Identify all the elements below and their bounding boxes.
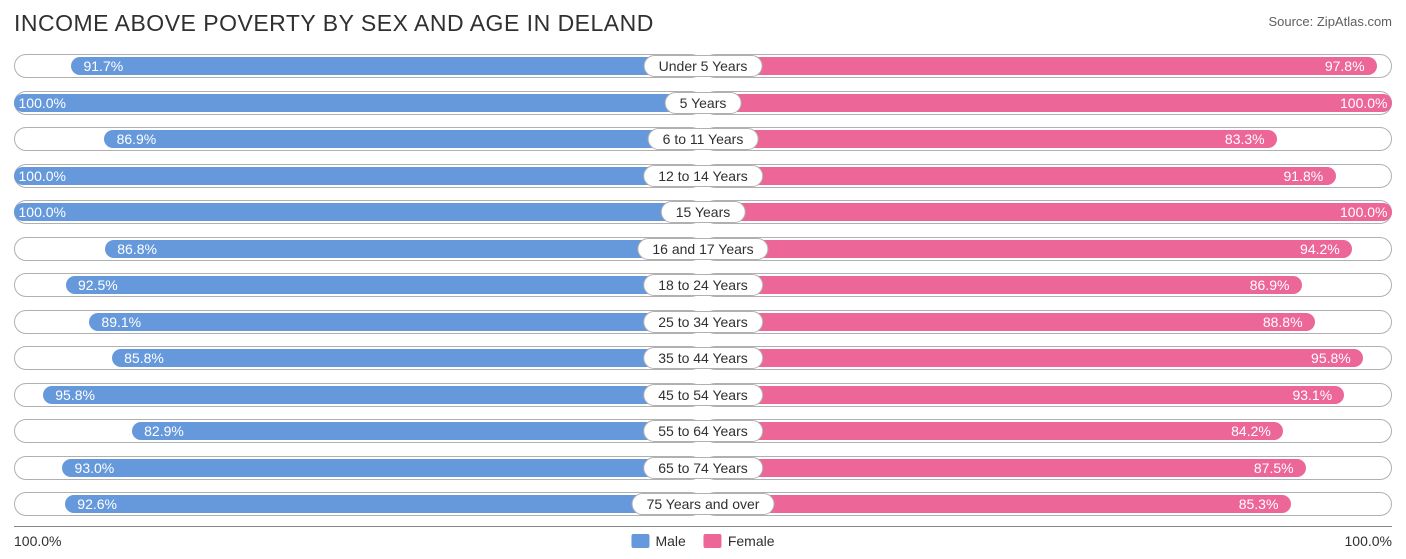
bar-value-female: 87.5%: [1254, 460, 1294, 476]
bar-fill-male: [71, 57, 703, 75]
bar-fill-female: [703, 495, 1291, 513]
bar-fill-male: [104, 130, 703, 148]
bar-row: 86.8% 94.2% 16 and 17 Years: [14, 234, 1392, 264]
bar-fill-male: [132, 422, 703, 440]
bar-value-male: 100.0%: [19, 168, 66, 184]
bar-fill-female: [703, 94, 1392, 112]
bar-value-male: 86.8%: [117, 241, 157, 257]
bar-value-female: 83.3%: [1225, 131, 1265, 147]
bar-row: 95.8% 93.1% 45 to 54 Years: [14, 380, 1392, 410]
bar-value-male: 86.9%: [117, 131, 157, 147]
bar-value-female: 97.8%: [1325, 58, 1365, 74]
chart-rows: 91.7% 97.8% Under 5 Years 100.0% 100.0% 5 Yea…: [14, 51, 1392, 519]
bar-value-female: 85.3%: [1239, 496, 1279, 512]
bar-value-female: 91.8%: [1284, 168, 1324, 184]
chart-title: INCOME ABOVE POVERTY BY SEX AND AGE IN D…: [14, 10, 654, 37]
chart-container: INCOME ABOVE POVERTY BY SEX AND AGE IN D…: [0, 0, 1406, 559]
bar-value-male: 95.8%: [55, 387, 95, 403]
bar-row: 89.1% 88.8% 25 to 34 Years: [14, 307, 1392, 337]
chart-source: Source: ZipAtlas.com: [1268, 10, 1392, 29]
bar-fill-male: [112, 349, 703, 367]
bar-value-male: 100.0%: [19, 204, 66, 220]
bar-value-female: 84.2%: [1231, 423, 1271, 439]
legend-swatch: [631, 534, 649, 548]
bar-fill-female: [703, 386, 1344, 404]
bar-fill-female: [703, 167, 1336, 185]
bar-row: 86.9% 83.3% 6 to 11 Years: [14, 124, 1392, 154]
legend-swatch: [704, 534, 722, 548]
bar-row: 92.6% 85.3% 75 Years and over: [14, 489, 1392, 519]
bar-fill-female: [703, 130, 1277, 148]
bar-value-male: 85.8%: [124, 350, 164, 366]
chart-axis: 100.0% Male Female 100.0%: [14, 526, 1392, 554]
bar-value-male: 89.1%: [101, 314, 141, 330]
legend-item: Female: [704, 533, 775, 549]
axis-label-left: 100.0%: [14, 533, 61, 549]
bar-row: 100.0% 100.0% 15 Years: [14, 197, 1392, 227]
bar-fill-female: [703, 57, 1377, 75]
bar-category-label: 75 Years and over: [632, 493, 775, 515]
bar-category-label: 6 to 11 Years: [648, 128, 759, 150]
bar-category-label: Under 5 Years: [644, 55, 763, 77]
bar-row: 92.5% 86.9% 18 to 24 Years: [14, 270, 1392, 300]
bar-value-female: 88.8%: [1263, 314, 1303, 330]
bar-row: 93.0% 87.5% 65 to 74 Years: [14, 453, 1392, 483]
bar-value-male: 82.9%: [144, 423, 184, 439]
bar-value-female: 86.9%: [1250, 277, 1290, 293]
bar-category-label: 12 to 14 Years: [643, 165, 763, 187]
bar-fill-male: [14, 94, 703, 112]
bar-fill-male: [65, 495, 703, 513]
bar-row: 82.9% 84.2% 55 to 64 Years: [14, 416, 1392, 446]
chart-header: INCOME ABOVE POVERTY BY SEX AND AGE IN D…: [14, 10, 1392, 37]
bar-value-female: 94.2%: [1300, 241, 1340, 257]
bar-value-female: 93.1%: [1292, 387, 1332, 403]
bar-fill-male: [14, 167, 703, 185]
bar-value-female: 95.8%: [1311, 350, 1351, 366]
bar-category-label: 65 to 74 Years: [643, 457, 763, 479]
bar-category-label: 15 Years: [661, 201, 746, 223]
legend-label: Male: [655, 533, 685, 549]
bar-fill-female: [703, 240, 1352, 258]
bar-category-label: 35 to 44 Years: [643, 347, 763, 369]
bar-fill-female: [703, 459, 1306, 477]
legend-label: Female: [728, 533, 775, 549]
bar-fill-male: [43, 386, 703, 404]
bar-row: 100.0% 100.0% 5 Years: [14, 88, 1392, 118]
bar-category-label: 16 and 17 Years: [637, 238, 768, 260]
bar-category-label: 45 to 54 Years: [643, 384, 763, 406]
bar-category-label: 55 to 64 Years: [643, 420, 763, 442]
bar-fill-female: [703, 313, 1315, 331]
bar-value-female: 100.0%: [1340, 95, 1387, 111]
bar-value-male: 92.5%: [78, 277, 118, 293]
axis-label-right: 100.0%: [1345, 533, 1392, 549]
bar-category-label: 18 to 24 Years: [643, 274, 763, 296]
bar-row: 91.7% 97.8% Under 5 Years: [14, 51, 1392, 81]
bar-fill-female: [703, 276, 1302, 294]
bar-fill-male: [14, 203, 703, 221]
bar-fill-male: [62, 459, 703, 477]
bar-value-male: 92.6%: [77, 496, 117, 512]
bar-category-label: 5 Years: [665, 92, 742, 114]
bar-fill-male: [105, 240, 703, 258]
bar-fill-female: [703, 203, 1392, 221]
bar-value-male: 100.0%: [19, 95, 66, 111]
bar-value-male: 91.7%: [83, 58, 123, 74]
bar-fill-female: [703, 422, 1283, 440]
bar-fill-male: [89, 313, 703, 331]
bar-row: 85.8% 95.8% 35 to 44 Years: [14, 343, 1392, 373]
bar-fill-female: [703, 349, 1363, 367]
bar-category-label: 25 to 34 Years: [643, 311, 763, 333]
bar-row: 100.0% 91.8% 12 to 14 Years: [14, 161, 1392, 191]
chart-legend: Male Female: [631, 533, 774, 549]
legend-item: Male: [631, 533, 685, 549]
bar-fill-male: [66, 276, 703, 294]
bar-value-female: 100.0%: [1340, 204, 1387, 220]
bar-value-male: 93.0%: [75, 460, 115, 476]
